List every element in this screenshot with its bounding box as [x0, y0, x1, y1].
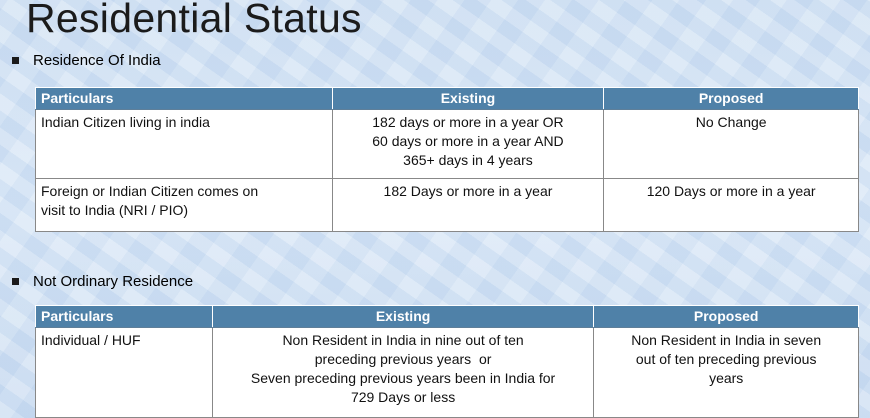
cell-particulars: Individual / HUF [35, 327, 213, 418]
column-header-particulars: Particulars [35, 87, 333, 110]
cell-proposed: No Change [603, 109, 859, 179]
not-ordinary-residence-table: Particulars Existing Proposed Individual… [35, 305, 859, 418]
square-bullet-icon [12, 57, 19, 64]
table-header-row: Particulars Existing Proposed [35, 305, 859, 328]
square-bullet-icon [12, 278, 19, 285]
cell-existing: Non Resident in India in nine out of ten… [211, 327, 595, 418]
section-heading-residence: Residence Of India [12, 52, 161, 69]
table-row: Foreign or Indian Citizen comes on visit… [35, 178, 859, 232]
column-header-particulars: Particulars [35, 305, 213, 328]
column-header-existing: Existing [331, 87, 605, 110]
slide-title: Residential Status [26, 0, 362, 41]
cell-particulars: Indian Citizen living in india [35, 109, 333, 179]
cell-proposed: 120 Days or more in a year [603, 178, 859, 232]
column-header-proposed: Proposed [593, 305, 859, 328]
table-row: Indian Citizen living in india 182 days … [35, 109, 859, 179]
column-header-proposed: Proposed [603, 87, 859, 110]
cell-proposed: Non Resident in India in seven out of te… [593, 327, 859, 418]
column-header-existing: Existing [211, 305, 595, 328]
table-row: Individual / HUF Non Resident in India i… [35, 327, 859, 418]
residence-table: Particulars Existing Proposed Indian Cit… [35, 87, 859, 232]
cell-existing: 182 days or more in a year OR 60 days or… [331, 109, 605, 179]
cell-particulars: Foreign or Indian Citizen comes on visit… [35, 178, 333, 232]
section-heading-not-ordinary: Not Ordinary Residence [12, 273, 193, 290]
cell-existing: 182 Days or more in a year [331, 178, 605, 232]
table-header-row: Particulars Existing Proposed [35, 87, 859, 110]
section-heading-text: Not Ordinary Residence [33, 273, 194, 290]
section-heading-text: Residence Of India [33, 52, 161, 69]
